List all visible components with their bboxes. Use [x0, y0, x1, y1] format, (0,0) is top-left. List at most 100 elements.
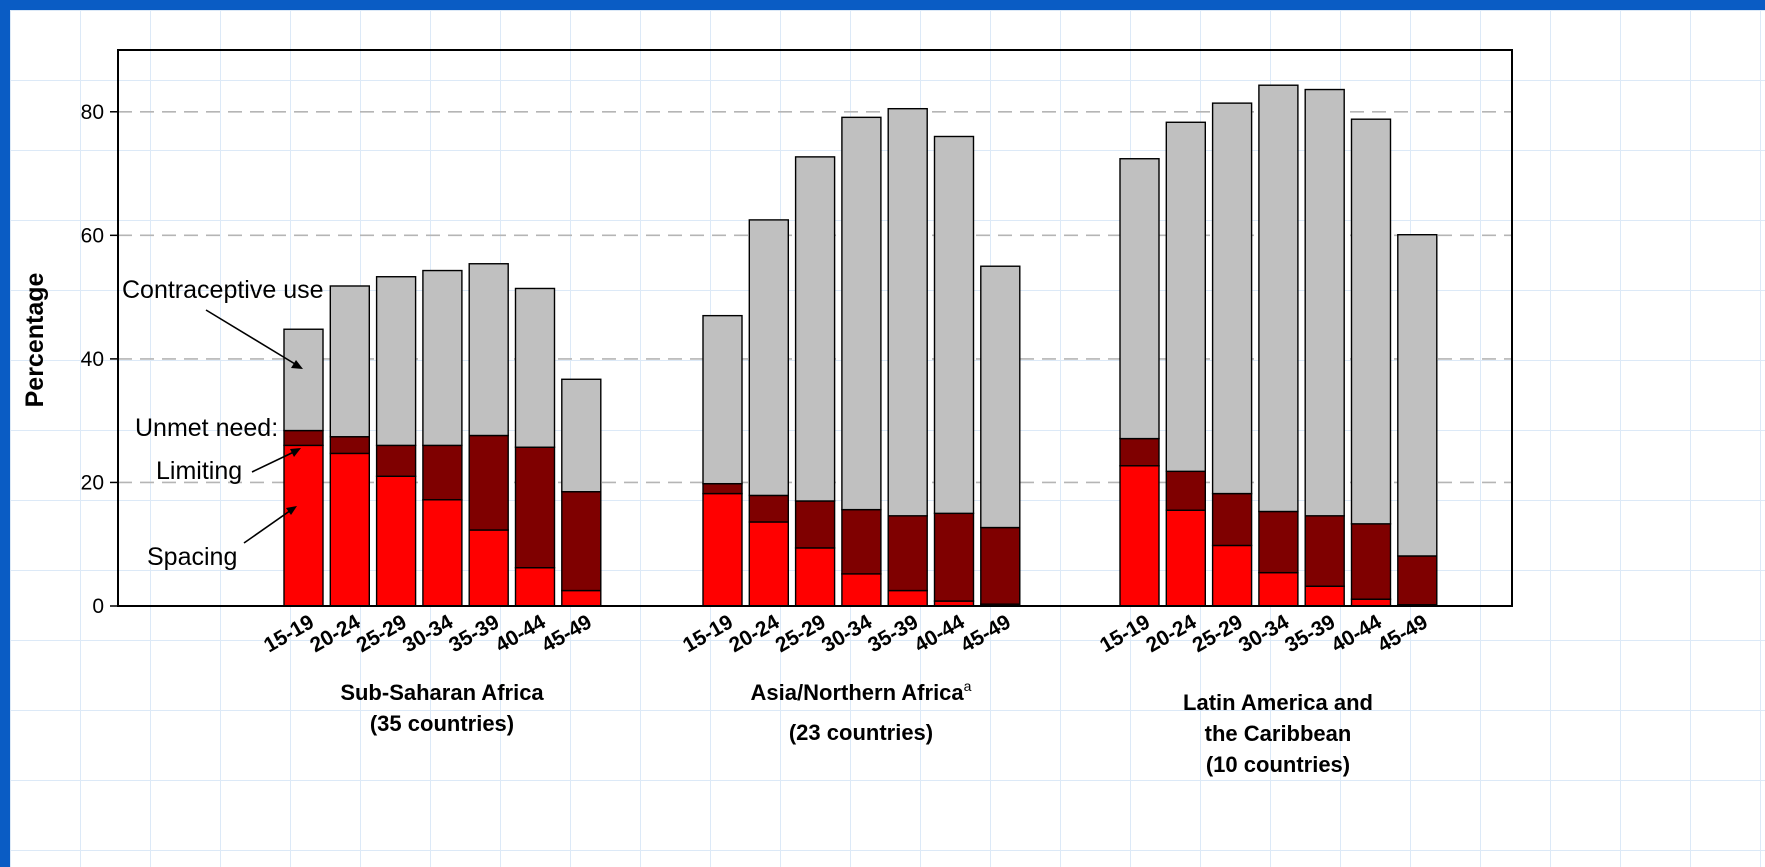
group-label-line: Sub-Saharan Africa	[340, 680, 544, 705]
x-tick-label: 25-29	[353, 610, 411, 657]
group-label-superscript: a	[964, 678, 972, 694]
bar-segment-limiting	[329, 436, 370, 455]
bar-segment-limiting	[1119, 437, 1160, 467]
x-tick-label: 35-39	[864, 610, 922, 657]
x-tick-label: 25-29	[772, 610, 830, 657]
bar-segment-spacing	[283, 444, 324, 607]
group-label-line: (10 countries)	[1206, 752, 1350, 777]
bar-segment-contraceptive-use	[1350, 118, 1392, 525]
bar-segment-spacing	[561, 589, 602, 607]
bar-segment-contraceptive-use	[1304, 88, 1345, 517]
bar-segment-contraceptive-use	[283, 328, 324, 432]
arrow-limiting	[251, 449, 299, 473]
x-tick-label: 30-34	[1235, 610, 1293, 657]
group-label-line: (35 countries)	[370, 711, 514, 736]
y-tick-label: 40	[81, 348, 104, 371]
bar-segment-contraceptive-use	[561, 378, 602, 493]
bar-segment-limiting	[1211, 492, 1253, 547]
group-label-line: Latin America and	[1183, 690, 1373, 715]
bar-segment-contraceptive-use	[933, 135, 975, 515]
bar-segment-spacing	[887, 589, 928, 607]
x-tick-label: 40-44	[491, 610, 549, 657]
bar-segment-limiting	[794, 500, 836, 549]
group-label-line: the Caribbean	[1205, 721, 1352, 746]
plot-frame	[117, 49, 1513, 607]
bar-segment-contraceptive-use	[702, 314, 743, 485]
bar-segment-limiting	[1350, 523, 1392, 600]
annotations: Contraceptive use Unmet need: Limiting S…	[122, 276, 324, 571]
bar-segment-limiting	[561, 491, 602, 592]
x-tick-label: 30-34	[818, 610, 876, 657]
bar-segment-contraceptive-use	[1165, 121, 1207, 473]
bar-segment-contraceptive-use	[748, 219, 789, 497]
bar-segment-contraceptive-use	[468, 263, 509, 437]
x-tick-label: 45-49	[957, 610, 1015, 657]
x-tick-label: 35-39	[1281, 610, 1339, 657]
bar-segment-contraceptive-use	[1119, 158, 1160, 440]
x-tick-label: 20-24	[306, 610, 364, 657]
bar-segment-limiting	[841, 508, 882, 575]
x-tick-label: 25-29	[1189, 610, 1247, 657]
x-tick-label: 15-19	[679, 610, 737, 657]
bar-segment-limiting	[375, 444, 417, 477]
bar-segment-spacing	[329, 452, 370, 607]
x-tick-label: 40-44	[1327, 610, 1385, 657]
arrow-contraceptive-use	[205, 309, 301, 368]
bar-segment-spacing	[514, 566, 556, 607]
bar-segment-limiting	[1258, 510, 1299, 574]
bar-segment-contraceptive-use	[1258, 84, 1299, 513]
bar-segment-limiting	[933, 512, 975, 602]
bar-segment-contraceptive-use	[514, 287, 556, 448]
bar-segment-limiting	[702, 482, 743, 495]
bar-segment-spacing	[1165, 509, 1207, 607]
x-tick-label: 20-24	[725, 610, 783, 657]
y-tick-label: 80	[81, 101, 104, 124]
y-axis-label: Percentage	[21, 273, 49, 408]
arrow-head-contraceptive-use	[291, 360, 303, 369]
bar-segment-limiting	[468, 434, 509, 531]
bar-segment-spacing	[1211, 544, 1253, 607]
bar-segment-contraceptive-use	[1397, 234, 1438, 557]
y-tick-label: 60	[81, 224, 104, 247]
bar-segment-limiting	[887, 515, 928, 592]
bar-segment-contraceptive-use	[422, 269, 463, 447]
bar-segment-limiting	[748, 494, 789, 523]
x-tick-label: 45-49	[538, 610, 596, 657]
bar-segment-contraceptive-use	[1211, 102, 1253, 495]
chart-slide: 0 20 40 60 80 15-19 20-24 25-29 30-34 35-39 40-44…	[10, 10, 1765, 867]
bar-segment-spacing	[748, 521, 789, 607]
bars	[283, 84, 1438, 607]
bar-segment-spacing	[1350, 598, 1392, 607]
bar-segment-contraceptive-use	[841, 116, 882, 511]
bar-segment-spacing	[1304, 585, 1345, 607]
x-tick-label: 40-44	[910, 610, 968, 657]
group-labels: Sub-Saharan Africa (35 countries) Asia/Nor…	[340, 678, 1373, 777]
bar-segment-contraceptive-use	[980, 265, 1021, 529]
bar-segment-spacing	[1119, 465, 1160, 607]
y-tick-label: 0	[92, 595, 104, 618]
bar-segment-spacing	[422, 499, 463, 607]
group-label-line: (23 countries)	[789, 720, 933, 745]
bar-segment-spacing	[375, 475, 417, 607]
bar-segment-limiting	[980, 526, 1021, 605]
x-tick-label: 30-34	[399, 610, 457, 657]
x-tick-label: 15-19	[260, 610, 318, 657]
bar-segment-limiting	[514, 446, 556, 569]
annotation-spacing: Spacing	[147, 543, 237, 571]
bar-segment-contraceptive-use	[794, 156, 836, 502]
x-tick-label: 20-24	[1142, 610, 1200, 657]
x-tick-label: 15-19	[1096, 610, 1154, 657]
bar-segment-contraceptive-use	[329, 285, 370, 438]
bar-segment-contraceptive-use	[375, 276, 417, 447]
annotation-contraceptive-use: Contraceptive use	[122, 276, 324, 304]
group-label-line: Asia/Northern Africaa	[751, 678, 972, 705]
bar-segment-spacing	[468, 529, 509, 607]
bar-segment-spacing	[1258, 571, 1299, 607]
bar-segment-contraceptive-use	[887, 107, 928, 517]
arrow-head-spacing	[286, 506, 297, 515]
bar-segment-spacing	[794, 547, 836, 607]
arrow-head-limiting	[290, 448, 301, 457]
annotation-unmet-need: Unmet need:	[135, 414, 278, 442]
y-tick-labels: 0 20 40 60 80	[81, 101, 118, 618]
